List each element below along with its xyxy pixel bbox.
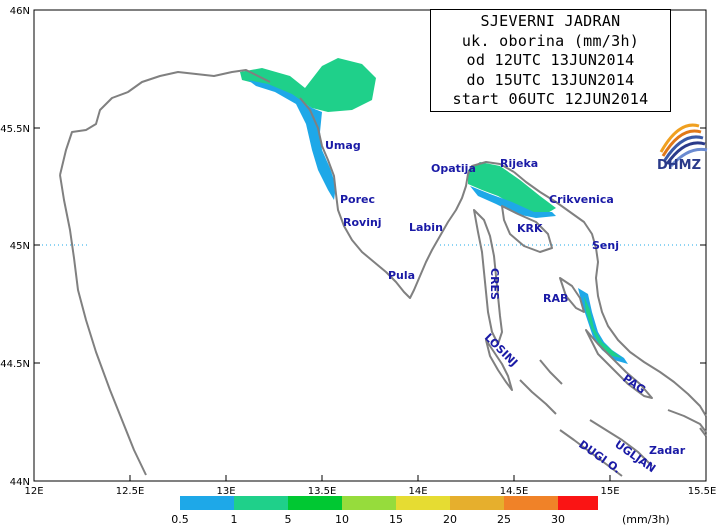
lon-label-14-5e: 14.5E [500,486,529,497]
coastline [59,69,707,477]
legend-label-1: 1 [231,513,238,526]
place-rovinj: Rovinj [343,216,382,229]
lon-label-12e: 12E [24,486,43,497]
legend-swatch-0-5 [180,496,234,510]
lon-label-14e: 14E [408,486,427,497]
legend-label-5: 5 [285,513,292,526]
lon-label-13e: 13E [216,486,235,497]
legend-swatch-25 [504,496,558,510]
precip-area-rab-blue [578,288,628,364]
place-cres: CRES [488,268,501,300]
title-from: od 12UTC 13JUN2014 [466,51,635,69]
legend-label-30: 30 [551,513,565,526]
legend-label-10: 10 [335,513,349,526]
legend-unit: (mm/3h) [622,513,670,526]
title-start: start 06UTC 12JUN2014 [452,90,649,108]
title-to: do 15UTC 13JUN2014 [466,70,635,89]
lat-label-44n: 44N [10,477,30,488]
legend-swatch-30 [558,496,598,510]
lon-label-13-5e: 13.5E [308,486,337,497]
lat-label-46n: 46N [10,6,30,17]
place-zadar: Zadar [649,444,686,457]
legend-swatch-10 [342,496,396,510]
precip-area-north-green [240,58,376,112]
legend-colorbar [180,496,598,510]
lat-label-45n: 45N [10,241,30,252]
lon-ticks [33,475,707,481]
title-box: SJEVERNI JADRAN uk. oborina (mm/3h) od 1… [430,9,671,112]
lat-ticks [34,9,706,482]
legend-swatch-20 [450,496,504,510]
place-opatija: Opatija [431,162,476,175]
place-krk: KRK [517,222,543,235]
legend-label-25: 25 [497,513,511,526]
legend-swatch-15 [396,496,450,510]
legend-label-20: 20 [443,513,457,526]
lon-label-15-5e: 15.5E [688,486,717,497]
legend-swatch-1 [234,496,288,510]
precip-area-north-blue [248,80,336,200]
place-pula: Pula [388,269,415,282]
legend-label-15: 15 [389,513,403,526]
place-labin: Labin [409,221,443,234]
title-variable: uk. oborina (mm/3h) [461,31,640,50]
lat-label-45-5n: 45.5N [0,124,30,135]
lon-label-12-5e: 12.5E [116,486,145,497]
precip-area-rab-green [584,296,622,358]
place-crikvenica: Crikvenica [549,193,614,206]
place-senj: Senj [592,239,619,252]
legend-label-0-5: 0.5 [171,513,189,526]
place-rijeka: Rijeka [500,157,538,170]
lat-label-44-5n: 44.5N [0,359,30,370]
precip-area-kvarner-green [468,162,556,214]
logo-text: DHMZ [656,158,702,173]
legend-swatch-5 [288,496,342,510]
place-rab: RAB [543,292,568,305]
place-porec: Porec [340,193,375,206]
place-umag: Umag [325,139,361,152]
dhmz-logo-icon [659,123,708,168]
title-region: SJEVERNI JADRAN [480,12,621,30]
lon-label-15e: 15E [600,486,619,497]
